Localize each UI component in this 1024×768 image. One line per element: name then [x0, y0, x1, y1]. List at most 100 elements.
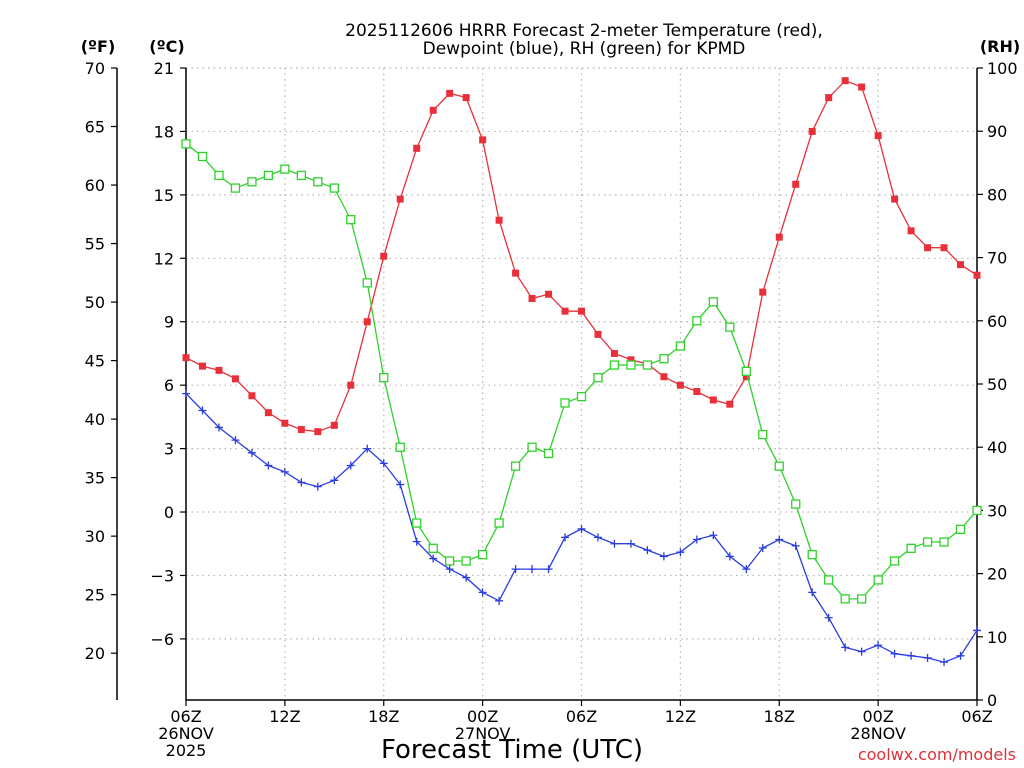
celsius-tick-label: 0	[164, 503, 174, 522]
rh-tick-label: 0	[987, 691, 997, 710]
dewpoint-point	[791, 541, 800, 550]
temperature-point	[578, 307, 585, 315]
celsius-tick-label: 15	[154, 186, 174, 205]
rh-point	[527, 442, 537, 452]
temperature-point	[330, 421, 338, 429]
rh-tick-label: 20	[987, 565, 1007, 584]
series-dewpoint	[182, 389, 981, 667]
dewpoint-point	[725, 552, 734, 561]
temperature-point	[627, 356, 635, 364]
rh-point	[856, 594, 867, 604]
temperature-point	[808, 127, 816, 135]
temperature-point	[742, 373, 750, 381]
x-tick-label: 06Z	[961, 707, 992, 726]
series-rh	[181, 139, 982, 604]
rh-point	[906, 543, 916, 553]
temperature-point	[347, 381, 355, 389]
axes: −6−3036912151821202530354045505560657001…	[85, 59, 1018, 760]
x-tick-label: 26NOV	[158, 724, 214, 743]
rh-tick-label: 70	[987, 249, 1007, 268]
rh-point	[626, 360, 636, 370]
rh-point	[494, 518, 504, 528]
rh-point	[477, 549, 488, 560]
rh-point	[197, 151, 208, 162]
rh-point	[922, 537, 933, 547]
rh-point	[576, 391, 587, 402]
dewpoint-point	[907, 651, 916, 660]
fahrenheit-tick-label: 20	[85, 644, 105, 663]
temperature-point	[874, 132, 882, 140]
temperature-point	[940, 244, 948, 252]
x-tick-label: 2025	[166, 741, 207, 760]
dewpoint-point	[412, 537, 421, 546]
dewpoint-point	[626, 539, 635, 548]
celsius-tick-label: −6	[150, 630, 174, 649]
celsius-tick-label: 9	[164, 313, 174, 332]
x-tick-label: 28NOV	[850, 724, 906, 743]
temperature-point	[775, 233, 783, 241]
dewpoint-point	[923, 653, 932, 662]
temperature-point	[462, 94, 470, 102]
rh-tick-label: 30	[987, 501, 1007, 520]
dewpoint-point	[659, 552, 668, 561]
temperature-point	[182, 354, 190, 362]
celsius-tick-label: 21	[154, 59, 174, 78]
rh-point	[445, 556, 455, 566]
dewpoint-point	[692, 535, 701, 544]
dewpoint-point	[528, 565, 537, 574]
temperature-point	[215, 366, 223, 374]
rh-point	[230, 183, 241, 193]
rh-tick-label: 80	[987, 185, 1007, 204]
rh-point	[263, 170, 274, 181]
temperature-point	[693, 388, 701, 396]
temperature-point	[363, 318, 371, 326]
dewpoint-point	[511, 565, 520, 574]
dewpoint-point	[874, 641, 883, 650]
fahrenheit-tick-label: 25	[85, 586, 105, 605]
temperature-point	[907, 227, 915, 235]
rh-point	[758, 429, 768, 440]
dewpoint-point	[544, 565, 553, 574]
rh-tick-label: 40	[987, 438, 1007, 457]
temperature-point	[709, 396, 717, 404]
temperature-point	[495, 216, 503, 224]
temperature-point	[924, 244, 932, 252]
grid	[185, 67, 978, 700]
temperature-point	[858, 83, 866, 91]
dewpoint-point	[857, 647, 866, 656]
dewpoint-point	[758, 543, 767, 552]
rh-point	[609, 360, 620, 370]
celsius-tick-label: 3	[164, 440, 174, 459]
rh-point	[247, 177, 257, 187]
temperature-point	[545, 290, 553, 298]
temperature-point	[841, 77, 849, 85]
temperature-point	[594, 330, 602, 338]
dewpoint-point	[775, 535, 784, 544]
dewpoint-point	[363, 444, 372, 453]
temperature-point	[561, 307, 569, 315]
dewpoint-point	[247, 448, 256, 457]
rh-tick-label: 90	[987, 122, 1007, 141]
x-axis-label: Forecast Time (UTC)	[381, 735, 643, 765]
fahrenheit-tick-label: 40	[85, 410, 105, 429]
rh-point	[824, 575, 834, 585]
dewpoint-point	[396, 480, 405, 489]
series-temperature	[182, 77, 981, 436]
rh-point	[346, 215, 356, 225]
temperature-point	[528, 294, 536, 302]
rh-point	[708, 297, 718, 307]
rh-point	[329, 183, 339, 193]
temperature-point	[380, 252, 388, 260]
rh-point	[774, 461, 784, 471]
dewpoint-point	[593, 533, 602, 542]
fahrenheit-tick-label: 30	[85, 527, 105, 546]
rh-point	[741, 366, 751, 377]
celsius-tick-label: 6	[164, 376, 174, 395]
dewpoint-point	[676, 548, 685, 557]
rh-point	[593, 373, 603, 383]
temperature-point	[413, 144, 421, 152]
rh-axis-unit: (RH)	[980, 37, 1020, 56]
x-tick-label: 06Z	[566, 707, 597, 726]
rh-point	[395, 442, 405, 452]
rh-point	[560, 398, 570, 408]
